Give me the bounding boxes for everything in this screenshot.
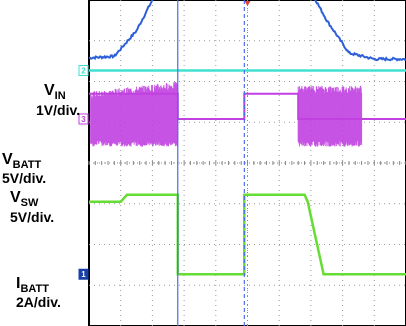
label-ibatt-name: I (16, 275, 20, 292)
series-vsw-burst (297, 85, 363, 147)
marker-ch2-text: 2 (81, 66, 86, 75)
label-vin-scale: 1V/div. (36, 102, 80, 118)
label-vbatt-sub: BATT (13, 159, 42, 171)
label-vin-name: V (44, 82, 55, 99)
scope-graticule (88, 0, 406, 326)
marker-ch3: 3 (78, 113, 89, 125)
label-vsw-sub: SW (21, 197, 39, 209)
label-vsw: VSW 5V/div. (10, 189, 54, 225)
marker-ch1-text: 1 (81, 270, 86, 279)
svg-text:VBATT: VBATT (2, 151, 41, 171)
scope-cursors (177, 0, 245, 326)
svg-text:IBATT: IBATT (16, 275, 49, 295)
label-ibatt-scale: 2A/div. (16, 294, 61, 310)
svg-text:VSW: VSW (10, 189, 39, 209)
label-vbatt: VBATT 5V/div. (2, 151, 46, 186)
label-ibatt-sub: BATT (20, 283, 49, 295)
label-vbatt-scale: 5V/div. (2, 170, 46, 186)
label-vin: VIN 1V/div. (36, 82, 80, 118)
label-vsw-name: V (10, 189, 21, 206)
channel-markers: 2 3 1 (78, 64, 89, 280)
label-ibatt: IBATT 2A/div. (16, 275, 61, 310)
trigger-marker (244, 1, 251, 6)
series-vin-trace (88, 0, 406, 62)
marker-ch2: 2 (78, 64, 89, 76)
series-vsw-burst (90, 81, 179, 147)
marker-ch1: 1 (78, 268, 89, 280)
label-vsw-scale: 5V/div. (10, 209, 54, 225)
label-vin-sub: IN (55, 90, 66, 102)
marker-ch3-text: 3 (81, 115, 86, 124)
svg-text:VIN: VIN (44, 82, 66, 102)
label-vbatt-name: V (2, 151, 13, 168)
